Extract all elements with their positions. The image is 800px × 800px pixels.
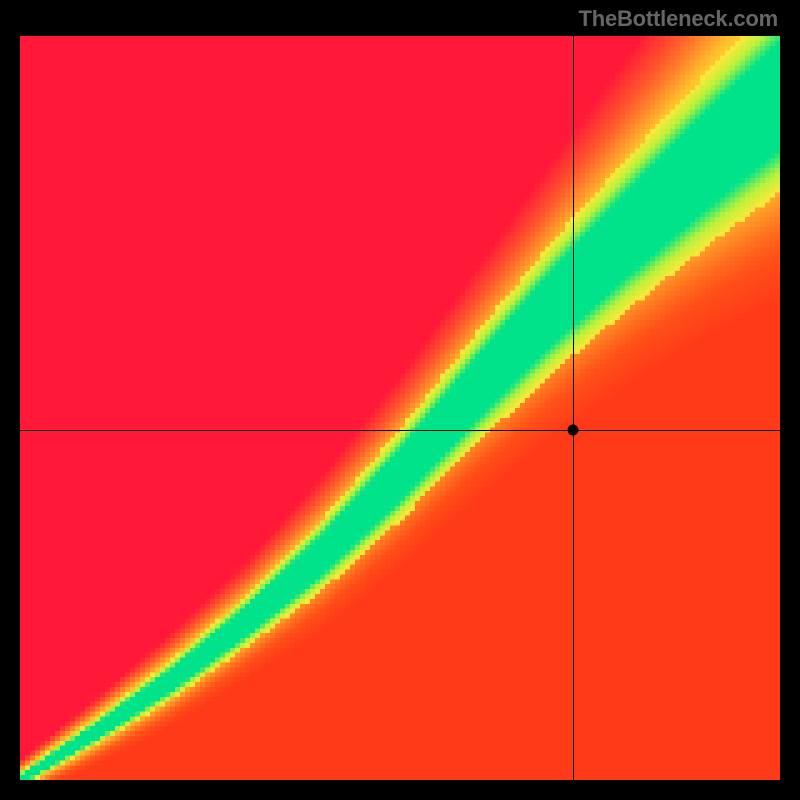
crosshair-vertical bbox=[573, 36, 574, 780]
crosshair-marker bbox=[568, 425, 579, 436]
watermark-text: TheBottleneck.com bbox=[578, 6, 778, 32]
bottleneck-heatmap: { "watermark": { "text": "TheBottleneck.… bbox=[0, 0, 800, 800]
heatmap-canvas bbox=[20, 36, 780, 780]
crosshair-horizontal bbox=[20, 430, 780, 431]
heatmap-plot-area bbox=[20, 36, 780, 780]
